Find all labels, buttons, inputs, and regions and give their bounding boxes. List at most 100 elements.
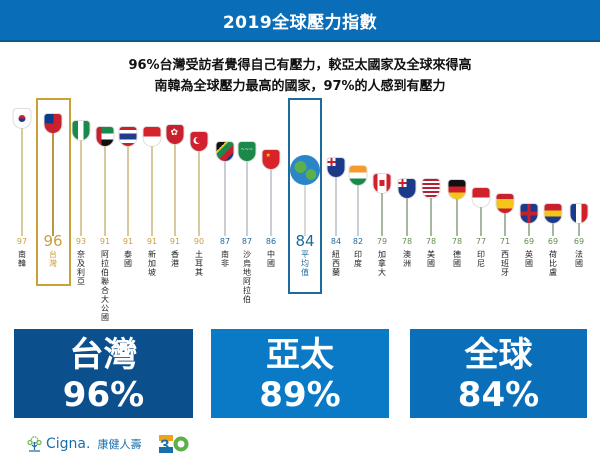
chart-item: 78 澳洲 <box>395 0 419 320</box>
page-title: 2019全球壓力指數 <box>222 12 378 33</box>
cigna-tree-icon <box>27 436 42 452</box>
country-label: 法國 <box>575 250 583 268</box>
value-label: 87 <box>219 237 231 246</box>
stem-line <box>127 146 129 236</box>
value-label: 84 <box>295 232 315 250</box>
chart-item: 69 法國 <box>567 0 591 320</box>
country-label: 西班牙 <box>501 250 509 277</box>
country-label: 香港 <box>171 250 179 268</box>
chart-item: 69 英國 <box>517 0 541 320</box>
country-label: 印尼 <box>477 250 485 268</box>
value-label: 79 <box>376 237 388 246</box>
value-label: 84 <box>330 237 342 246</box>
chart-item: 91 新加坡 <box>140 0 164 320</box>
country-label: 澳洲 <box>403 250 411 268</box>
card-label: 全球 <box>464 335 533 375</box>
brand-name-cn: 康健人壽 <box>97 438 142 451</box>
chart-item: ✿ 91 香港 <box>163 0 187 320</box>
chart-item: 97 南韓 <box>10 0 34 320</box>
chart-item: 96 台灣 <box>41 0 65 320</box>
stem-line <box>552 223 554 236</box>
country-label: 中國 <box>267 250 275 268</box>
chart-item: 77 印尼 <box>469 0 493 320</box>
stem-line <box>480 207 482 236</box>
stem-line <box>357 185 359 236</box>
value-label: 86 <box>265 237 277 246</box>
value-label: 91 <box>169 237 181 246</box>
stem-line <box>528 223 530 236</box>
brand-name: Cigna. <box>46 436 91 452</box>
country-label: 德國 <box>453 250 461 268</box>
value-label: 91 <box>146 237 158 246</box>
card-label: 台灣 <box>69 335 138 375</box>
value-label: 78 <box>451 237 463 246</box>
china-flag-icon: ★ <box>262 150 280 169</box>
chart-item: 78 美國 <box>419 0 443 320</box>
country-label: 新加坡 <box>148 250 156 277</box>
value-label: 82 <box>352 237 364 246</box>
country-label: 加拿大 <box>378 250 386 277</box>
chart-item: 84 紐西蘭 <box>324 0 348 320</box>
value-label: 71 <box>499 237 511 246</box>
chart-item: 79 加拿大 <box>370 0 394 320</box>
turkey-flag-icon <box>190 132 208 151</box>
country-label: 印度 <box>354 250 362 268</box>
chart-item: ~~~ 87 沙烏地阿拉伯 <box>235 0 259 320</box>
korea-flag-icon <box>13 109 31 128</box>
summary-cards: 台灣 96% 亞太 89% 全球 84% <box>0 329 600 419</box>
average-highlight-box <box>288 98 322 294</box>
france-flag-icon <box>570 204 588 223</box>
value-label: 87 <box>241 237 253 246</box>
stem-line <box>224 161 226 236</box>
subtitle-line-2: 南韓為全球壓力最高的國家，97%的人感到有壓力 <box>154 79 446 94</box>
summary-card: 全球 84% <box>410 329 587 418</box>
southafrica-flag-icon <box>216 142 234 161</box>
country-label: 紐西蘭 <box>332 250 340 277</box>
stem-line <box>381 193 383 236</box>
value-label: 77 <box>475 237 487 246</box>
value-label: 78 <box>401 237 413 246</box>
country-label: 平均值 <box>301 250 309 277</box>
hongkong-flag-icon: ✿ <box>166 125 184 144</box>
stem-line <box>21 128 23 236</box>
value-label: 97 <box>16 237 28 246</box>
stem-line <box>270 169 272 236</box>
taiwan-flag-icon <box>44 114 62 133</box>
stem-line <box>52 133 54 236</box>
chart-item: 84 平均值 <box>290 0 320 320</box>
stem-line <box>198 151 200 236</box>
taiwan-highlight-box <box>36 98 71 286</box>
country-label: 英國 <box>525 250 533 268</box>
svg-text:3: 3 <box>160 436 169 453</box>
stem-line <box>406 198 408 236</box>
stem-line <box>430 198 432 236</box>
chart-item: 93 奈及利亞 <box>69 0 93 320</box>
value-label: 78 <box>425 237 437 246</box>
value-label: 69 <box>573 237 585 246</box>
value-label: 69 <box>547 237 559 246</box>
chart-item: 78 德國 <box>445 0 469 320</box>
uk-flag-icon <box>520 204 538 223</box>
stem-line <box>578 223 580 236</box>
value-label: 91 <box>122 237 134 246</box>
globe-icon <box>290 155 320 185</box>
uae-flag-icon <box>96 127 114 146</box>
stem-line <box>335 177 337 236</box>
country-label: 土耳其 <box>195 250 203 277</box>
stem-line <box>104 146 106 236</box>
card-label: 亞太 <box>266 335 334 375</box>
chart-item: 87 南非 <box>213 0 237 320</box>
value-label: 69 <box>523 237 535 246</box>
country-label: 南韓 <box>18 250 26 268</box>
benelux-flag-icon <box>544 204 562 223</box>
chart-item: 82 印度 <box>346 0 370 320</box>
stem-line <box>174 144 176 236</box>
card-percentage: 89% <box>259 375 341 415</box>
chart-item: 90 土耳其 <box>187 0 211 320</box>
chart-item: 91 阿拉伯聯合大公國 <box>93 0 117 322</box>
chart-item: ★ 86 中國 <box>259 0 283 320</box>
footer-logo: Cigna. 康健人壽 3 <box>27 434 189 454</box>
value-label: 90 <box>193 237 205 246</box>
canada-flag-icon <box>373 174 391 193</box>
stem-line <box>80 140 82 236</box>
